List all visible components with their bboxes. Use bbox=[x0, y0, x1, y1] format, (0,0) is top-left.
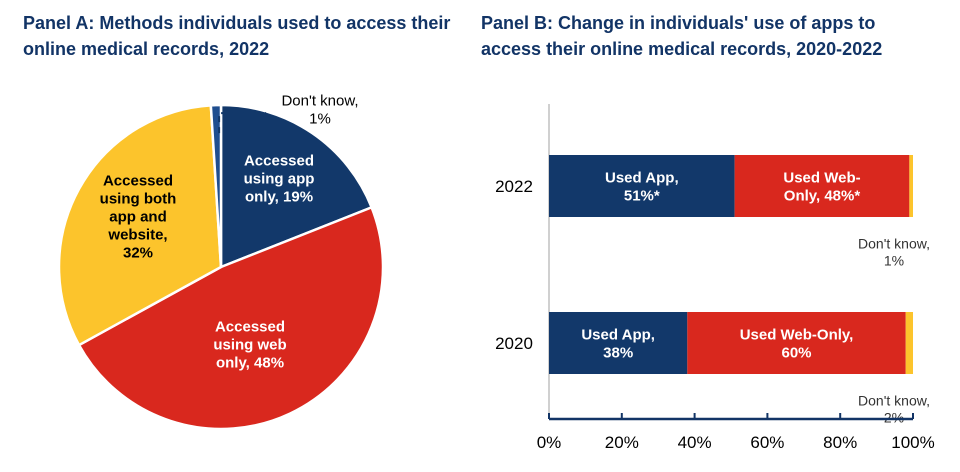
pie-label-dont-know-line: Don't know, bbox=[281, 92, 358, 109]
pie-label-accessed-using-web-only: Accessed using web only, 48% bbox=[213, 318, 286, 371]
x-tick-label: 40% bbox=[678, 433, 712, 452]
bar-2020-used-app bbox=[549, 312, 688, 374]
x-tick-label: 80% bbox=[823, 433, 857, 452]
pie-label-accessed-using-web-only-line: only, 48% bbox=[216, 354, 284, 371]
panel-a-title-line-1: Panel A: Methods individuals used to acc… bbox=[23, 13, 451, 33]
panel-b-title: Panel B: Change in individuals' use of a… bbox=[481, 10, 951, 62]
bar-label-2020-used-web-only-line: Used Web-Only, bbox=[740, 326, 854, 343]
pie-label-accessed-using-both-app-and-website-line: website, bbox=[107, 226, 167, 243]
y-tick-label-2022: 2022 bbox=[495, 177, 533, 196]
pie-slice-accessed-using-both-app-and-website bbox=[57, 103, 223, 347]
x-tick-label: 100% bbox=[891, 433, 934, 452]
pie-slice-accessed-using-app-only bbox=[219, 103, 374, 269]
x-tick-label: 0% bbox=[537, 433, 562, 452]
bar-2020-used-web-only bbox=[687, 312, 906, 374]
bar-label-2022-don-t-know: Don't know, 1% bbox=[858, 235, 930, 268]
bar-label-2022-used-web-only-line: Only, 48%* bbox=[784, 187, 861, 204]
panel-b-title-line-1: Panel B: Change in individuals' use of a… bbox=[481, 13, 876, 33]
pie-label-dont-know-line: 1% bbox=[309, 110, 331, 127]
bar-2020-don-t-know bbox=[905, 312, 913, 374]
pie-label-accessed-using-app-only-line: Accessed bbox=[244, 152, 314, 169]
pie-label-accessed-using-web-only-line: Accessed bbox=[215, 318, 285, 335]
bar-label-2020-used-web-only-line: 60% bbox=[782, 344, 812, 361]
pie-label-accessed-using-app-only-line: only, 19% bbox=[245, 188, 313, 205]
x-tick-label: 20% bbox=[605, 433, 639, 452]
bar-label-2022-used-web-only: Used Web-Only, 48%* bbox=[783, 169, 860, 204]
bar-label-2022-used-web-only-line: Used Web- bbox=[783, 169, 860, 186]
stacked-bar-chart: 2022 Used App, 51%*Used Web-Only, 48%*Don'… bbox=[495, 104, 935, 452]
bar-label-2022-don-t-know-line: Don't know, bbox=[858, 235, 930, 251]
bar-label-2020-used-web-only: Used Web-Only, 60% bbox=[740, 326, 854, 361]
pie-label-accessed-using-app-only-line: using app bbox=[244, 170, 315, 187]
pie-label-accessed-using-both-app-and-website: Accessed using both app and website, 32% bbox=[100, 172, 177, 261]
bar-label-2022-used-app-line: Used App, bbox=[605, 169, 679, 186]
panel-a-title-line-2: online medical records, 2022 bbox=[23, 39, 270, 59]
pie-slice-don-t-know bbox=[209, 103, 223, 268]
pie-label-accessed-using-both-app-and-website-line: Accessed bbox=[103, 172, 173, 189]
bar-label-2020-don-t-know: Don't know, 2% bbox=[858, 392, 930, 425]
bar-label-2020-used-app: Used App, 38% bbox=[581, 326, 655, 361]
bar-label-2022-used-app-line: 51%* bbox=[624, 187, 660, 204]
bar-label-2020-used-app-line: 38% bbox=[603, 344, 633, 361]
pie-label-accessed-using-both-app-and-website-line: using both bbox=[100, 190, 177, 207]
bar-2022-used-web-only bbox=[734, 155, 910, 217]
panel-b-title-line-2: access their online medical records, 202… bbox=[481, 39, 883, 59]
pie-label-accessed-using-both-app-and-website-line: 32% bbox=[123, 244, 153, 261]
bar-label-2020-used-app-line: Used App, bbox=[581, 326, 655, 343]
bar-label-2020-don-t-know-line: Don't know, bbox=[858, 392, 930, 408]
pie-label-accessed-using-both-app-and-website-line: app and bbox=[109, 208, 167, 225]
bar-2022-don-t-know bbox=[909, 155, 913, 217]
panel-a-title: Panel A: Methods individuals used to acc… bbox=[23, 10, 473, 62]
bar-label-2022-used-app: Used App, 51%* bbox=[605, 169, 679, 204]
bar-2022-used-app bbox=[549, 155, 735, 217]
bar-label-2020-don-t-know-line: 2% bbox=[884, 409, 904, 425]
bar-label-2022-don-t-know-line: 1% bbox=[884, 252, 904, 268]
x-tick-label: 60% bbox=[750, 433, 784, 452]
pie-label-accessed-using-web-only-line: using web bbox=[213, 336, 286, 353]
pie-slice-accessed-using-web-only bbox=[77, 205, 385, 431]
y-tick-label-2020: 2020 bbox=[495, 334, 533, 353]
pie-label-dont-know: Don't know, 1% bbox=[281, 92, 358, 127]
pie-chart: Accessed using app only, 19%Accessed using … bbox=[57, 92, 385, 431]
pie-label-accessed-using-app-only: Accessed using app only, 19% bbox=[244, 152, 315, 205]
